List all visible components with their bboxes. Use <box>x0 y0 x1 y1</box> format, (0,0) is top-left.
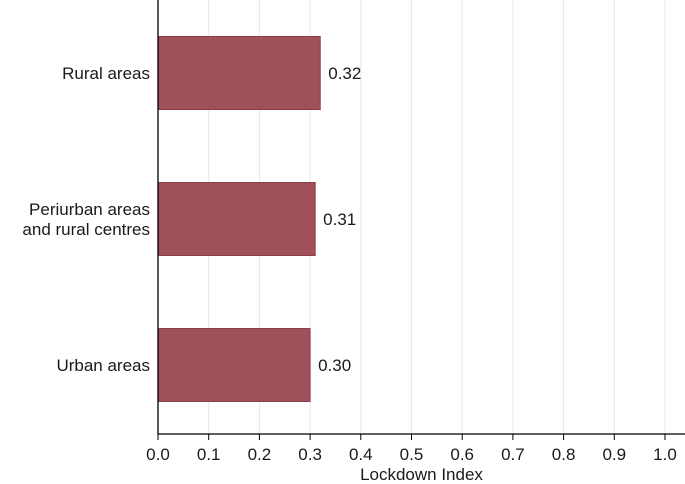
x-tick-label: 0.7 <box>501 445 525 464</box>
bar-value-label: 0.32 <box>328 64 361 83</box>
x-axis-title: Lockdown Index <box>360 465 483 484</box>
x-tick-label: 0.8 <box>552 445 576 464</box>
bar <box>157 36 321 110</box>
category-label: Rural areas <box>62 64 150 83</box>
category-label: Periurban areas and rural centres <box>22 200 150 239</box>
category-label-line: and rural centres <box>22 220 150 239</box>
x-tick-label: 0.9 <box>602 445 626 464</box>
bar <box>157 328 311 402</box>
bar <box>157 182 316 256</box>
x-tick-label: 0.1 <box>197 445 221 464</box>
x-tick-label: 0.3 <box>298 445 322 464</box>
x-tick-label: 0.5 <box>400 445 424 464</box>
x-tick-label: 0.2 <box>248 445 272 464</box>
category-label-line: Urban areas <box>56 356 150 375</box>
category-label: Urban areas <box>56 356 150 375</box>
x-tick-label: 0.0 <box>146 445 170 464</box>
bar-value-label: 0.30 <box>318 356 351 375</box>
x-tick-label: 1.0 <box>653 445 677 464</box>
category-label-line: Periurban areas <box>29 200 150 219</box>
x-tick-label: 0.6 <box>450 445 474 464</box>
x-tick-label: 0.4 <box>349 445 373 464</box>
category-label-line: Rural areas <box>62 64 150 83</box>
bars <box>157 36 321 402</box>
bar-value-label: 0.31 <box>323 210 356 229</box>
labels: 0.0 0.1 0.2 0.3 0.4 0.5 0.6 0.7 0.8 0.9 1.0 0.32 Rur… <box>22 64 676 464</box>
axes <box>157 0 685 435</box>
